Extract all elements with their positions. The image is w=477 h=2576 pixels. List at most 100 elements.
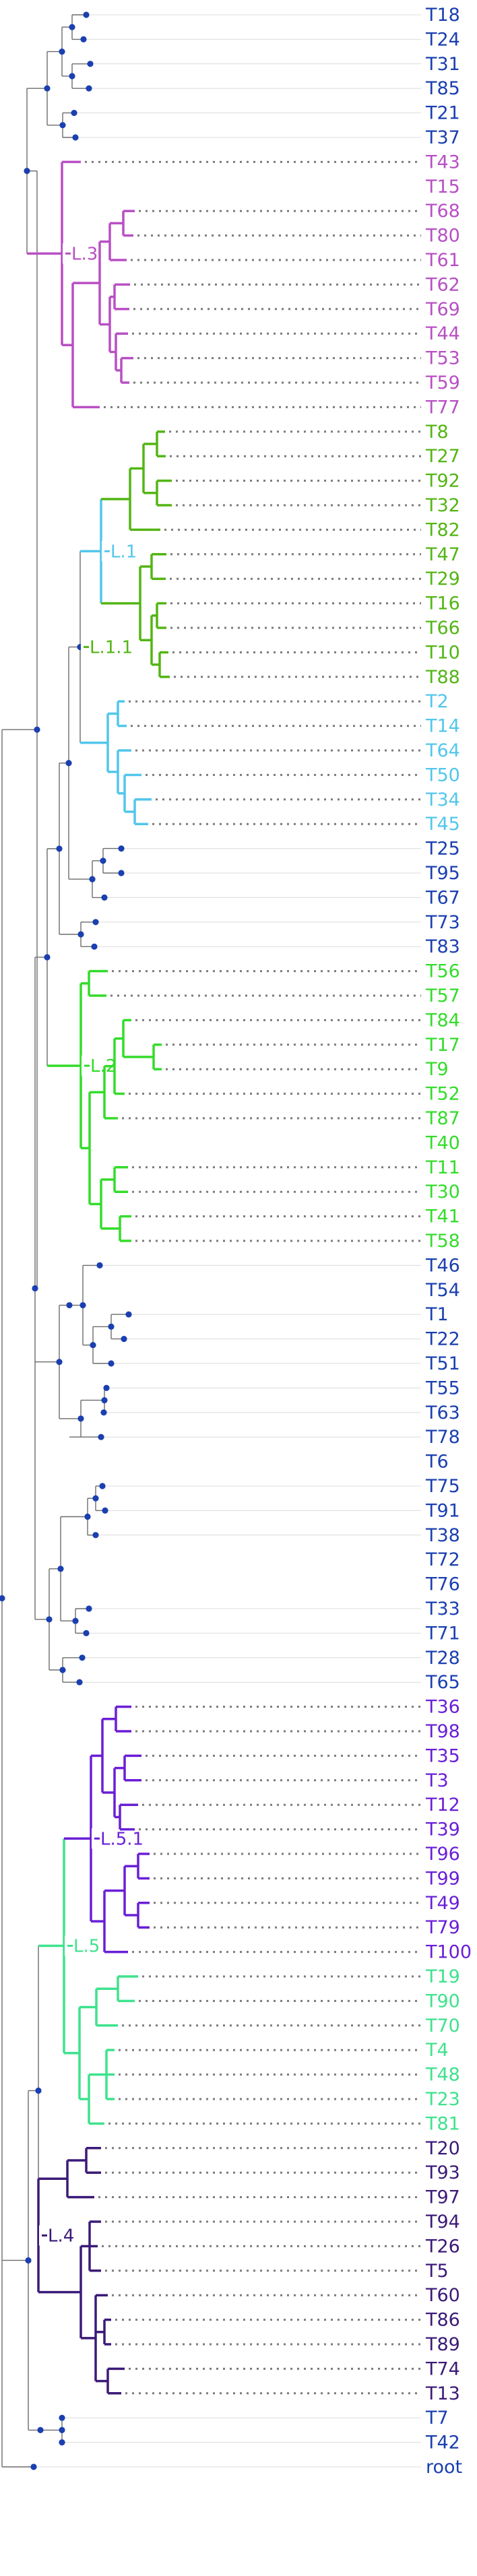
tip-node-T65 [76, 1679, 82, 1685]
tip-label-T12: T12 [425, 1795, 460, 1815]
tip-node-T78 [98, 1434, 104, 1440]
tip-label-T94: T94 [425, 2212, 460, 2232]
tip-label-T93: T93 [425, 2162, 460, 2183]
internal-node [89, 876, 95, 882]
clade-label-L11: L.1.1 [90, 637, 133, 657]
internal-node [72, 1618, 78, 1624]
clade-label-L4: L.4 [48, 2226, 74, 2246]
tip-label-T75: T75 [425, 1476, 460, 1497]
internal-node [108, 1324, 114, 1330]
tip-label-T16: T16 [425, 593, 460, 614]
tip-label-T79: T79 [425, 1917, 460, 1938]
tip-label-T70: T70 [425, 2016, 460, 2036]
tip-label-T64: T64 [425, 740, 460, 761]
tip-label-T76: T76 [425, 1574, 460, 1595]
tip-label-T10: T10 [425, 642, 460, 663]
tip-node-T67 [101, 895, 107, 901]
tip-label-T50: T50 [425, 765, 460, 785]
tip-node-T95 [118, 870, 124, 876]
internal-node [92, 1495, 98, 1502]
tip-label-T53: T53 [425, 348, 460, 369]
tip-label-T63: T63 [425, 1403, 460, 1423]
internal-node [37, 2427, 43, 2433]
tip-label-T82: T82 [425, 519, 460, 540]
tip-label-T31: T31 [425, 54, 460, 75]
tip-label-T65: T65 [425, 1672, 460, 1693]
tip-label-T98: T98 [425, 1721, 460, 1742]
tip-label-T88: T88 [425, 667, 460, 688]
tip-label-T81: T81 [425, 2113, 460, 2134]
tip-label-T32: T32 [425, 495, 460, 516]
tip-label-T69: T69 [425, 299, 460, 320]
tip-label-T52: T52 [425, 1084, 460, 1105]
tip-node-T37 [72, 134, 78, 140]
tip-node-T42 [59, 2439, 65, 2445]
tip-label-T74: T74 [425, 2358, 460, 2379]
tip-label-T49: T49 [425, 1893, 460, 1914]
internal-node [101, 1397, 107, 1403]
tip-label-T67: T67 [425, 887, 460, 908]
internal-node [77, 1415, 84, 1421]
internal-node [46, 1616, 52, 1622]
internal-node [57, 1566, 63, 1572]
tip-label-T21: T21 [425, 103, 460, 124]
tip-label-T39: T39 [425, 1820, 460, 1840]
tip-label-T99: T99 [425, 1868, 460, 1889]
tip-label-T41: T41 [425, 1206, 460, 1227]
internal-node [35, 2088, 41, 2094]
tip-label-T27: T27 [425, 446, 460, 467]
internal-node [25, 2257, 31, 2263]
tip-label-T15: T15 [425, 176, 460, 197]
tip-label-T9: T9 [425, 1059, 449, 1080]
tip-label-T2: T2 [425, 691, 449, 712]
tip-node-T73 [92, 919, 98, 925]
tip-label-T48: T48 [425, 2065, 460, 2086]
tip-node-T18 [83, 11, 89, 18]
tip-label-T28: T28 [425, 1648, 460, 1669]
tip-label-T13: T13 [425, 2383, 460, 2404]
tip-label-T78: T78 [425, 1427, 460, 1448]
tip-label-T8: T8 [425, 422, 449, 443]
tip-node-T7 [59, 2415, 65, 2421]
tip-node-T33 [86, 1605, 92, 1611]
tip-label-T26: T26 [425, 2236, 460, 2257]
tip-label-T100: T100 [425, 1942, 472, 1963]
internal-node [100, 858, 106, 864]
internal-node [90, 1342, 96, 1348]
tip-label-T87: T87 [425, 1108, 460, 1129]
tip-label-T86: T86 [425, 2310, 460, 2331]
internal-node [56, 845, 62, 851]
tip-node-T28 [79, 1654, 85, 1661]
tip-label-T3: T3 [425, 1770, 449, 1791]
tip-node-T55 [103, 1385, 109, 1391]
tip-node-T38 [92, 1532, 98, 1538]
tip-label-T68: T68 [425, 201, 460, 222]
tip-label-T92: T92 [425, 471, 460, 492]
tip-label-T14: T14 [425, 716, 460, 737]
tip-label-T30: T30 [425, 1182, 460, 1202]
tip-label-T11: T11 [425, 1157, 460, 1178]
tip-label-T97: T97 [425, 2187, 460, 2208]
tip-label-T22: T22 [425, 1329, 460, 1350]
internal-node [69, 24, 75, 30]
tip-node-T71 [83, 1630, 89, 1636]
tip-label-T55: T55 [425, 1378, 460, 1398]
internal-node [56, 1359, 62, 1365]
tip-label-T34: T34 [425, 790, 460, 810]
tip-label-T66: T66 [425, 618, 460, 639]
tip-label-T35: T35 [425, 1745, 460, 1766]
tip-node-T31 [87, 61, 93, 67]
tip-label-T33: T33 [425, 1599, 460, 1619]
tip-label-T62: T62 [425, 274, 460, 295]
internal-node [77, 931, 84, 937]
tip-label-T54: T54 [425, 1280, 460, 1301]
internal-node [66, 1302, 72, 1308]
tip-label-T71: T71 [425, 1623, 460, 1644]
internal-node [44, 954, 50, 960]
tip-label-T37: T37 [425, 127, 460, 148]
tip-label-T77: T77 [425, 397, 460, 418]
tip-label-T83: T83 [425, 936, 460, 957]
internal-node [69, 73, 75, 79]
internal-node [44, 86, 50, 92]
